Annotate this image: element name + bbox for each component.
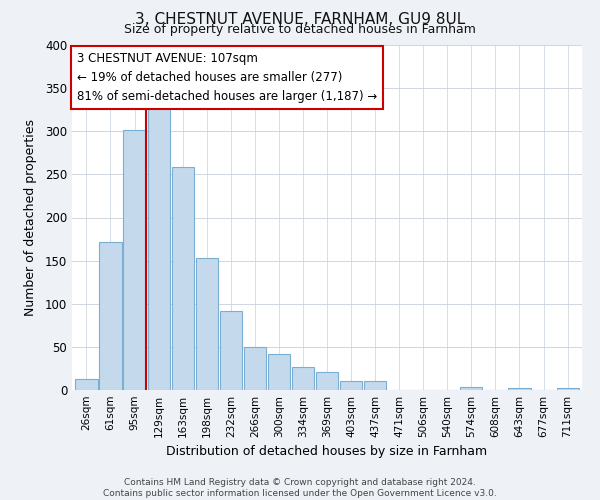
Bar bbox=[100, 242, 122, 390]
Bar bbox=[196, 258, 218, 390]
Text: 3 CHESTNUT AVENUE: 107sqm
← 19% of detached houses are smaller (277)
81% of semi: 3 CHESTNUT AVENUE: 107sqm ← 19% of detac… bbox=[77, 52, 377, 103]
Text: 3, CHESTNUT AVENUE, FARNHAM, GU9 8UL: 3, CHESTNUT AVENUE, FARNHAM, GU9 8UL bbox=[135, 12, 465, 28]
Text: Contains HM Land Registry data © Crown copyright and database right 2024.
Contai: Contains HM Land Registry data © Crown c… bbox=[103, 478, 497, 498]
Bar bbox=[124, 130, 146, 390]
Bar bbox=[220, 310, 242, 390]
Bar bbox=[316, 372, 338, 390]
Bar bbox=[340, 380, 362, 390]
Bar bbox=[148, 106, 170, 390]
Bar bbox=[292, 366, 314, 390]
X-axis label: Distribution of detached houses by size in Farnham: Distribution of detached houses by size … bbox=[166, 446, 488, 458]
Bar bbox=[557, 388, 578, 390]
Bar bbox=[244, 347, 266, 390]
Bar bbox=[268, 354, 290, 390]
Bar bbox=[460, 386, 482, 390]
Text: Size of property relative to detached houses in Farnham: Size of property relative to detached ho… bbox=[124, 24, 476, 36]
Bar bbox=[172, 166, 194, 390]
Bar bbox=[508, 388, 530, 390]
Y-axis label: Number of detached properties: Number of detached properties bbox=[23, 119, 37, 316]
Bar bbox=[364, 382, 386, 390]
Bar bbox=[76, 379, 98, 390]
